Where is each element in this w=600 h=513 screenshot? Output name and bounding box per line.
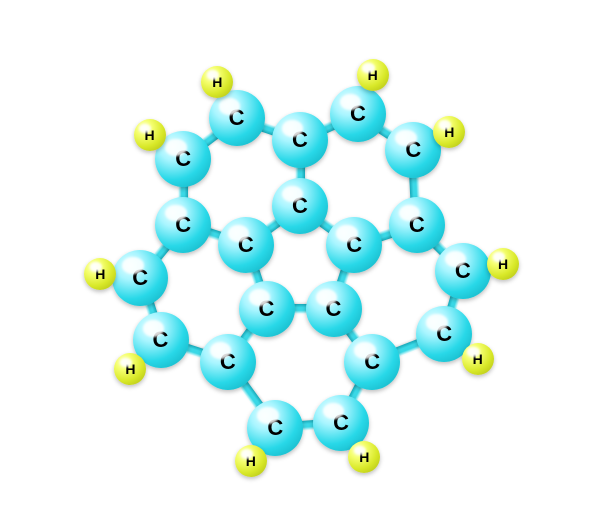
carbon-atom: C (209, 90, 265, 146)
carbon-atom: C (344, 334, 400, 390)
hydrogen-atom: H (357, 59, 389, 91)
carbon-atom: C (239, 281, 295, 337)
carbon-atom: C (155, 197, 211, 253)
hydrogen-atom: H (348, 441, 380, 473)
carbon-atom: C (326, 217, 382, 273)
carbon-atom: C (389, 197, 445, 253)
carbon-atom: C (112, 250, 168, 306)
hydrogen-atom: H (134, 119, 166, 151)
hydrogen-atom: H (201, 66, 233, 98)
carbon-atom: C (272, 112, 328, 168)
hydrogen-atom: H (433, 116, 465, 148)
molecule-diagram: CCCCCCCCCCCCCCCCCCCCHHHHHHHHHH (0, 0, 600, 513)
carbon-atom: C (272, 178, 328, 234)
carbon-atom: C (435, 243, 491, 299)
carbon-atom: C (218, 217, 274, 273)
hydrogen-atom: H (114, 353, 146, 385)
carbon-atom: C (306, 281, 362, 337)
hydrogen-atom: H (84, 258, 116, 290)
hydrogen-atom: H (235, 445, 267, 477)
hydrogen-atom: H (487, 248, 519, 280)
carbon-atom: C (330, 86, 386, 142)
carbon-atom: C (200, 334, 256, 390)
hydrogen-atom: H (462, 343, 494, 375)
